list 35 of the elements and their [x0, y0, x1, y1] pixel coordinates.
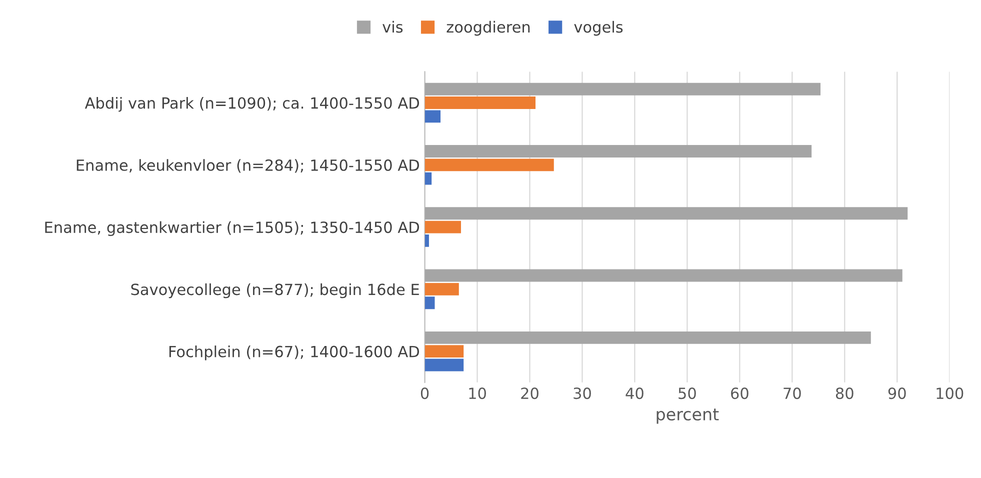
bar: [424, 82, 820, 96]
legend-label: vogels: [574, 20, 623, 36]
bar: [424, 110, 441, 123]
y-tick-label: Fochplein (n=67); 1400-1600 AD: [169, 346, 420, 360]
bar: [424, 96, 536, 109]
x-tick-label: 80: [836, 388, 854, 400]
bar: [424, 331, 871, 344]
x-tick-label: 90: [888, 388, 906, 400]
x-tick-label: 60: [731, 388, 748, 400]
x-tick-label: 70: [784, 388, 801, 400]
x-tick-label: 30: [574, 388, 591, 400]
bar: [424, 282, 459, 296]
bar: [424, 345, 464, 358]
y-tick-label: Savoyecollege (n=877); begin 16de E: [131, 283, 419, 298]
x-tick-label: 50: [678, 388, 696, 400]
legend-label: vis: [382, 20, 403, 33]
x-tick-label: 20: [521, 388, 538, 400]
x-axis-title: percent: [656, 408, 719, 424]
bar: [424, 172, 432, 185]
legend-label: zoogdieren: [446, 20, 530, 36]
bar: [424, 296, 435, 310]
x-tick-label: 10: [469, 388, 486, 400]
y-tick-label: Ename, keukenvloer (n=284); 1450-1550 AD: [76, 159, 420, 173]
x-tick-label: 40: [626, 388, 644, 400]
y-tick-label: Ename, gastenkwartier (n=1505); 1350-1450 AD: [45, 221, 420, 236]
bar: [424, 207, 908, 220]
bar: [424, 234, 429, 247]
x-tick-label: 0: [420, 388, 429, 400]
bar: [424, 145, 812, 158]
bar: [424, 269, 902, 282]
bar: [424, 158, 554, 172]
y-tick-label: Abdij van Park (n=1090); ca. 1400-1550 AD: [84, 96, 420, 112]
x-tick-label: 100: [936, 388, 964, 400]
bar: [424, 358, 464, 372]
bar: [424, 220, 461, 234]
